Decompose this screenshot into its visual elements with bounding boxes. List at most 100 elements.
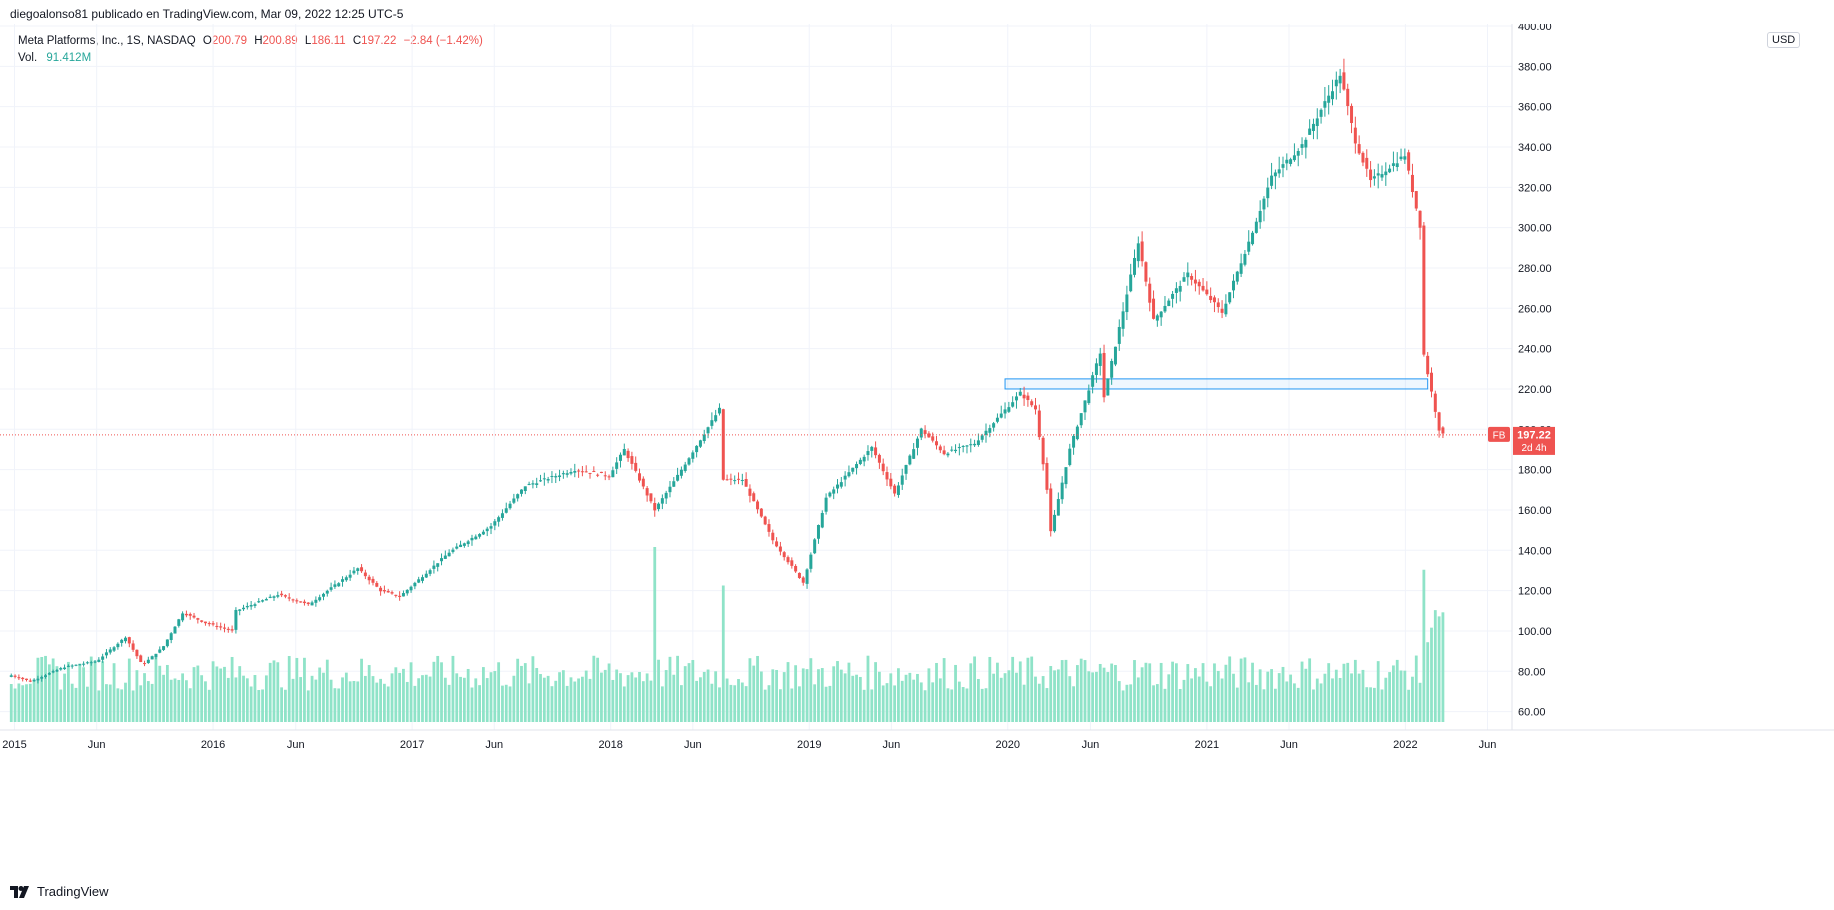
volume-bar [474, 678, 478, 722]
candle-body [1289, 159, 1293, 164]
volume-bar [150, 683, 154, 722]
volume-bar [641, 681, 645, 722]
volume-bar [558, 672, 561, 722]
volume-bar [82, 667, 86, 722]
volume-bar [744, 686, 748, 722]
volume-bar [51, 658, 55, 722]
volume-bar [105, 684, 108, 722]
candle-body [1129, 274, 1133, 292]
volume-legend: Vol. 91.412M [18, 52, 91, 64]
volume-bar [215, 666, 219, 722]
support-zone-rectangle[interactable] [1004, 378, 1429, 390]
volume-bar [66, 661, 70, 722]
volume-bar [276, 662, 280, 722]
candle-body [912, 449, 916, 459]
candle-body [1422, 225, 1426, 355]
price-chart[interactable]: 60.00 80.00 100.00 120.00 140.00 160.00 180.00… [0, 24, 1834, 874]
y-tick-label: 280.00 [1518, 263, 1552, 275]
volume-bar [253, 675, 257, 722]
x-tick-label: 2016 [201, 739, 225, 751]
candle-body [1072, 435, 1076, 448]
volume-bar [581, 676, 584, 722]
currency-button[interactable]: USD [1767, 32, 1801, 48]
candle-body [59, 668, 63, 670]
volume-bar [1418, 682, 1422, 722]
x-tick-label: 2022 [1393, 739, 1417, 751]
volume-bar [832, 666, 836, 722]
volume-bar [352, 681, 356, 722]
candle-body [740, 479, 744, 481]
volume-bar [973, 656, 976, 722]
volume-bar [318, 667, 322, 722]
candle-body [836, 484, 840, 489]
candle-body [1224, 303, 1228, 315]
candle-body [440, 558, 444, 562]
candle-body [120, 639, 124, 643]
volume-bar [638, 671, 641, 722]
candle-body [1361, 152, 1365, 163]
volume-bar [325, 659, 329, 722]
volume-bar [516, 658, 520, 722]
volume-bar [1353, 659, 1357, 722]
candle-body [877, 454, 881, 463]
candle-body [999, 413, 1003, 418]
volume-bar [992, 673, 996, 722]
volume-bar [1190, 678, 1194, 722]
volume-bar [154, 657, 158, 722]
volume-bar [1140, 667, 1144, 722]
candle-body [261, 600, 265, 602]
candle-body [653, 502, 657, 511]
candle-body [1319, 109, 1323, 117]
volume-bar [177, 679, 181, 722]
candle-body [1102, 352, 1106, 398]
candle-body [1053, 514, 1057, 532]
volume-bar [1030, 656, 1034, 722]
candle-body [409, 586, 413, 591]
volume-bar [1209, 686, 1213, 722]
candle-body [70, 665, 74, 667]
x-tick-label: Jun [882, 739, 900, 751]
volume-bar [1220, 678, 1224, 722]
volume-bar [683, 666, 687, 722]
candle-body [321, 593, 325, 597]
volume-bar [1015, 672, 1018, 722]
candle-body [1030, 401, 1034, 406]
volume-bar [1148, 663, 1152, 722]
candle-body [497, 517, 501, 522]
volume-bar [101, 661, 105, 722]
candle-body [188, 613, 192, 616]
volume-bar [1380, 689, 1384, 722]
candle-body [219, 626, 223, 628]
volume-bar [687, 663, 691, 722]
volume-bar [607, 663, 611, 722]
candle-body [1133, 257, 1137, 275]
volume-bar [1037, 683, 1041, 722]
candle-body [462, 543, 466, 546]
volume-bar [577, 678, 580, 722]
volume-bar [748, 658, 752, 722]
volume-bar [858, 676, 862, 722]
close-label: C [352, 35, 362, 47]
volume-bar [333, 688, 337, 722]
volume-bar [1091, 672, 1095, 722]
candle-body [542, 478, 546, 480]
candle-body [299, 601, 303, 603]
volume-bar [97, 690, 101, 722]
candle-body [123, 637, 127, 642]
volume-bar [1346, 662, 1350, 722]
y-tick-label: 80.00 [1518, 666, 1546, 678]
candle-body [135, 649, 139, 657]
y-tick-label: 340.00 [1518, 142, 1552, 154]
candle-body [447, 552, 451, 557]
candle-body [344, 577, 348, 581]
candle-body [569, 471, 573, 474]
volume-bar [847, 662, 851, 722]
volume-bar [93, 660, 97, 722]
volume-bar [634, 677, 638, 722]
candle-body [78, 664, 82, 666]
candle-body [165, 639, 169, 647]
volume-bar [862, 689, 866, 722]
volume-bar [1018, 661, 1022, 722]
volume-bar [611, 679, 615, 722]
candle-body [618, 454, 622, 461]
